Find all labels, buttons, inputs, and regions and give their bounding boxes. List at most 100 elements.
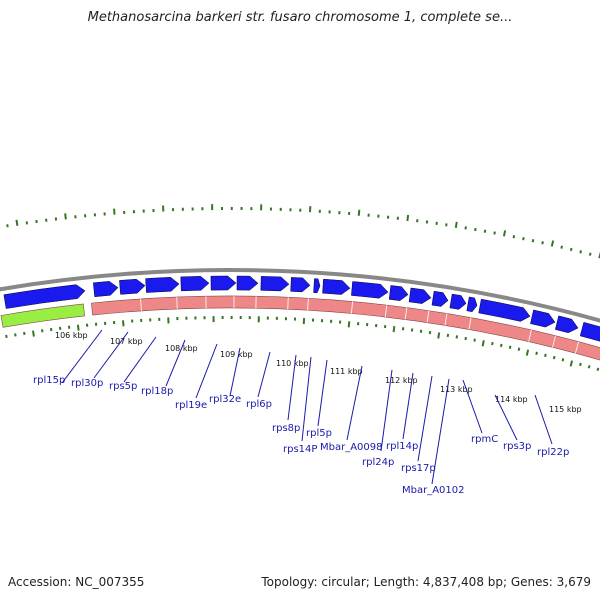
kbp-tick-label: 107 kbp xyxy=(110,337,143,346)
gene-label-mbar_a0102[interactable]: Mbar_A0102 xyxy=(402,485,465,496)
inner-tick xyxy=(32,330,35,337)
gene-label-rps8p[interactable]: rps8p xyxy=(272,423,300,434)
cds-arrow[interactable] xyxy=(555,315,579,334)
inner-tick xyxy=(5,334,8,339)
inner-tick xyxy=(481,340,485,347)
gene-label-rpl5p[interactable]: rpl5p xyxy=(306,428,332,439)
inner-tick xyxy=(535,351,538,355)
inner-tick xyxy=(437,332,441,339)
gene-label-rpl14p[interactable]: rpl14p xyxy=(386,441,418,452)
inner-tick xyxy=(508,345,512,349)
map-title: Methanosarcina barkeri str. fusaro chrom… xyxy=(87,10,513,25)
gene-label-rps3p[interactable]: rps3p xyxy=(503,441,531,452)
gene-label-rpl22p[interactable]: rpl22p xyxy=(537,447,569,458)
outer-tick xyxy=(579,250,583,254)
outer-tick xyxy=(550,240,555,247)
kbp-tick-label: 112 kbp xyxy=(385,376,418,385)
gene-leader xyxy=(346,365,363,441)
gene-label-rpl18p[interactable]: rpl18p xyxy=(141,386,173,397)
gene-separator xyxy=(307,298,309,311)
cds-arrow[interactable] xyxy=(530,309,556,328)
cds-arrow[interactable] xyxy=(3,284,86,309)
cds-arrow[interactable] xyxy=(145,277,180,293)
cds-arrow[interactable] xyxy=(408,287,432,304)
gene-label-rpl32e[interactable]: rpl32e xyxy=(209,394,241,405)
gene-label-rpl24p[interactable]: rpl24p xyxy=(362,457,394,468)
gene-label-rpl30p[interactable]: rpl30p xyxy=(71,378,103,389)
inner-tick xyxy=(587,365,591,369)
cds-arrow[interactable] xyxy=(449,293,467,310)
kbp-tick-label: 111 kbp xyxy=(330,367,363,376)
inner-tick xyxy=(517,347,521,351)
gene-leader xyxy=(317,359,328,427)
gene-leader xyxy=(287,354,297,421)
backbone-line xyxy=(0,268,600,323)
gene-separator xyxy=(528,329,532,342)
rna-band[interactable] xyxy=(0,303,85,328)
inner-tick xyxy=(455,335,459,339)
outer-tick xyxy=(64,213,67,220)
gene-leader xyxy=(61,329,103,384)
gene-separator xyxy=(140,298,142,311)
gene-leader-lines xyxy=(61,329,553,485)
gene-label-rpmc[interactable]: rpmC xyxy=(471,434,498,445)
inner-tick xyxy=(76,324,80,331)
gene-leader xyxy=(229,347,241,397)
cds-arrow[interactable] xyxy=(579,322,600,342)
gene-separator xyxy=(351,301,353,314)
outer-tick xyxy=(474,227,477,232)
gene-label-rpl19e[interactable]: rpl19e xyxy=(175,400,207,411)
inner-tick xyxy=(544,353,547,358)
outer-tick xyxy=(483,229,487,233)
cds-arrow[interactable] xyxy=(119,278,146,295)
genome-summary: Topology: circular; Length: 4,837,408 bp… xyxy=(261,575,591,589)
outer-tick-ring xyxy=(6,204,600,259)
outer-tick xyxy=(357,209,361,216)
cds-arrow[interactable] xyxy=(431,290,449,307)
outer-tick xyxy=(560,245,563,249)
cds-arrow[interactable] xyxy=(478,298,531,322)
cds-arrow[interactable] xyxy=(388,285,409,301)
inner-tick xyxy=(552,355,556,360)
kbp-tick-label: 115 kbp xyxy=(549,405,582,414)
gene-leader xyxy=(123,336,157,383)
outer-tick xyxy=(406,214,410,222)
gene-leader xyxy=(165,339,186,387)
cds-arrow[interactable] xyxy=(210,275,237,291)
cds-arrow[interactable] xyxy=(351,281,389,299)
cds-track[interactable] xyxy=(3,275,600,342)
gene-separator xyxy=(287,297,289,310)
cds-arrow[interactable] xyxy=(180,276,210,292)
cds-arrow[interactable] xyxy=(93,281,119,298)
backbone-arc xyxy=(0,268,600,323)
cds-arrow[interactable] xyxy=(290,277,311,293)
gene-label-rps17p[interactable]: rps17p xyxy=(401,463,436,474)
kbp-tick-label: 113 kbp xyxy=(440,385,473,394)
gene-leader xyxy=(195,343,218,399)
kbp-tick-label: 109 kbp xyxy=(220,350,253,359)
cds-arrow[interactable] xyxy=(322,278,351,295)
gene-label-rps14p[interactable]: rps14P xyxy=(283,444,317,455)
inner-tick xyxy=(579,362,582,367)
cds-arrow[interactable] xyxy=(236,275,259,291)
gene-separator xyxy=(552,335,556,348)
gene-leader xyxy=(534,394,553,445)
gene-separator xyxy=(384,305,388,318)
gene-label-rps5p[interactable]: rps5p xyxy=(109,381,137,392)
kbp-tick-label: 110 kbp xyxy=(276,359,309,368)
cds-arrow[interactable] xyxy=(466,296,478,313)
gene-leader xyxy=(431,378,450,485)
gene-label-mbar_a0098[interactable]: Mbar_A0098 xyxy=(320,442,383,453)
gene-band[interactable] xyxy=(91,295,600,362)
outer-tick xyxy=(541,241,544,245)
cds-arrow[interactable] xyxy=(313,278,321,294)
gene-separator xyxy=(575,341,579,354)
inner-tick xyxy=(596,367,600,372)
gene-label-rpl6p[interactable]: rpl6p xyxy=(246,399,272,410)
cds-arrow[interactable] xyxy=(260,276,290,292)
gene-label-rpl15p[interactable]: rpl15p xyxy=(33,375,65,386)
gene-track[interactable] xyxy=(0,295,600,362)
